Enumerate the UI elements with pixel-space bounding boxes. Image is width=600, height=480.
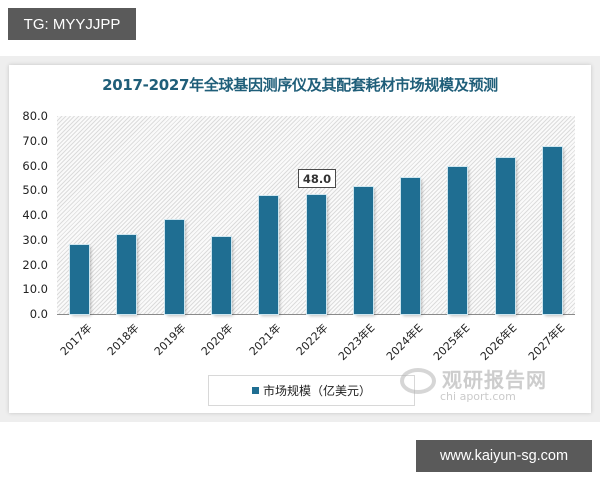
y-tick-label: 40.0: [22, 208, 48, 222]
y-tick-label: 50.0: [22, 183, 48, 198]
watermark-logo-icon: [400, 368, 436, 394]
legend: 市场规模（亿美元）: [208, 375, 415, 406]
watermark: 观研报告网 chi aport.com: [400, 364, 590, 408]
chart-title: 2017-2027年全球基因测序仪及其配套耗材市场规模及预测: [102, 76, 498, 94]
y-tick-label: 20.0: [22, 257, 48, 272]
bar: [543, 147, 562, 314]
bar: [448, 167, 468, 314]
bar: [259, 196, 279, 314]
watermark-en-text: chi aport.com: [440, 390, 516, 403]
data-label-2022: 48.0: [298, 169, 336, 188]
top-tag: TG: MYYJJPP: [8, 8, 136, 40]
watermark-cn-text: 观研报告网: [442, 368, 547, 392]
bar: [353, 187, 373, 314]
bottom-tag: www.kaiyun-sg.com: [416, 440, 592, 472]
legend-swatch: [251, 387, 259, 394]
legend-label: 市场规模（亿美元）: [262, 384, 371, 398]
y-tick-label: 30.0: [22, 232, 48, 247]
y-tick-label: 70.0: [22, 133, 48, 148]
bar: [70, 245, 89, 314]
bar: [306, 195, 326, 314]
bar: [401, 177, 421, 314]
y-tick-label: 10.0: [22, 282, 48, 297]
y-tick-label: 80.0: [22, 109, 48, 123]
bar: [164, 220, 184, 314]
y-tick-label: 60.0: [22, 158, 48, 173]
y-tick-label: 0.0: [29, 307, 48, 321]
bar: [495, 157, 515, 314]
bar: [117, 234, 137, 314]
bar: [211, 236, 231, 314]
